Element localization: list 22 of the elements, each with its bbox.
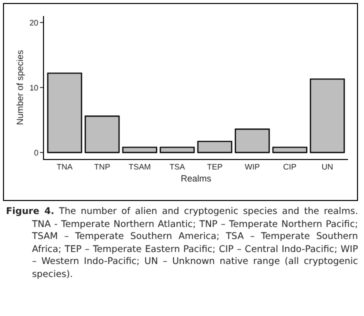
x-axis-title: Realms (180, 173, 212, 184)
bar (47, 72, 82, 154)
x-tick-label: TSAM (128, 162, 152, 172)
bar (234, 128, 270, 154)
caption: Figure 4. The number of alien and cryptogenic species and the realms. TNA - Temperate Northern Atlantic; TNP – Temperate Northern Pacific; TSAM – Temperate Southern America; TSA – Temperate Southern Africa; TEP – Temperate Eastern Pacific; CIP – Central Indo-Pacific; WIP – Western Indo-Pacific; UN – Unknown native range (all cryptogenic species). (6, 206, 358, 280)
bar (310, 78, 345, 154)
x-tick-label: CIP (283, 162, 296, 172)
y-axis-title: Number of species (14, 49, 25, 126)
x-tick-label: TSA (169, 162, 186, 172)
bar (272, 146, 308, 154)
y-tick-label: 10 (29, 83, 39, 92)
x-tick-label: TNP (94, 162, 110, 172)
x-tick-label: WIP (244, 162, 260, 172)
y-tick-label: 0 (34, 148, 39, 158)
x-tick-label: UN (322, 162, 334, 172)
bar (122, 146, 158, 154)
bar (84, 116, 120, 154)
x-tick-label: TEP (206, 162, 223, 172)
bar (197, 140, 232, 154)
y-tick-label: 20 (29, 18, 39, 28)
x-tick-label: TNA (56, 162, 74, 172)
bar (160, 146, 195, 154)
